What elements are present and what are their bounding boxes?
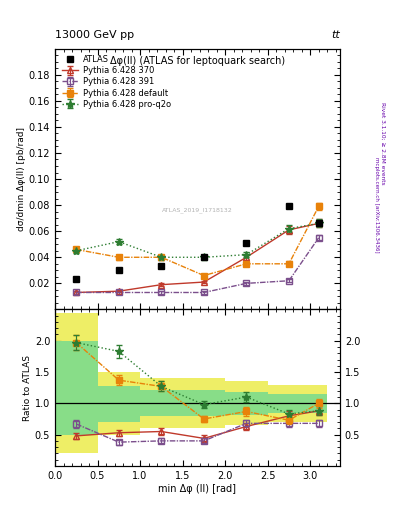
Text: Δφ(ll) (ATLAS for leptoquark search): Δφ(ll) (ATLAS for leptoquark search) [110,56,285,67]
ATLAS [316,220,321,226]
Y-axis label: dσ/dmin Δφ(ll) [pb/rad]: dσ/dmin Δφ(ll) [pb/rad] [17,127,26,231]
Text: ATLAS_2019_I1718132: ATLAS_2019_I1718132 [162,207,233,213]
Legend: ATLAS, Pythia 6.428 370, Pythia 6.428 391, Pythia 6.428 default, Pythia 6.428 pr: ATLAS, Pythia 6.428 370, Pythia 6.428 39… [59,53,173,111]
Text: Rivet 3.1.10; ≥ 2.8M events: Rivet 3.1.10; ≥ 2.8M events [381,102,386,185]
ATLAS [286,203,291,209]
ATLAS [202,254,206,260]
Text: tt: tt [331,30,340,40]
ATLAS [74,276,79,283]
Text: 13000 GeV pp: 13000 GeV pp [55,30,134,40]
Text: mcplots.cern.ch [arXiv:1306.3436]: mcplots.cern.ch [arXiv:1306.3436] [374,157,379,252]
ATLAS [116,267,121,273]
X-axis label: min Δφ (ll) [rad]: min Δφ (ll) [rad] [158,483,237,494]
ATLAS [244,240,249,246]
Y-axis label: Ratio to ATLAS: Ratio to ATLAS [23,355,32,421]
Line: ATLAS: ATLAS [73,203,322,283]
ATLAS [159,263,164,269]
